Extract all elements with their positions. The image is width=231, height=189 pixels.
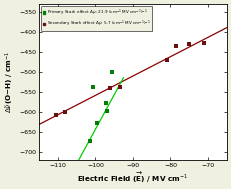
Point [105,109,109,112]
Point [174,45,178,48]
X-axis label: Electric Field ($\overrightarrow{\mathbf{E}}$) / MV cm$^{-1}$: Electric Field ($\overrightarrow{\mathbf… [77,171,188,185]
Point [95,121,99,124]
Point [88,139,91,143]
Point [110,71,114,74]
Point [92,86,95,89]
Point [187,43,191,46]
Point [104,101,108,105]
Point [202,42,206,45]
Point [64,111,67,114]
Point [165,59,169,62]
Point [54,114,58,117]
Y-axis label: $\Delta\tilde{\nu}$(O−H) / cm$^{-1}$: $\Delta\tilde{\nu}$(O−H) / cm$^{-1}$ [4,51,16,113]
Point [109,87,112,90]
Point [118,85,122,88]
Legend: Primary Stark effect $\Delta\tilde{\mu}$: 21.9 (cm$^{-1}$ MV cm$^{-1}$)$^{-1}$, : Primary Stark effect $\Delta\tilde{\mu}$… [41,6,152,31]
